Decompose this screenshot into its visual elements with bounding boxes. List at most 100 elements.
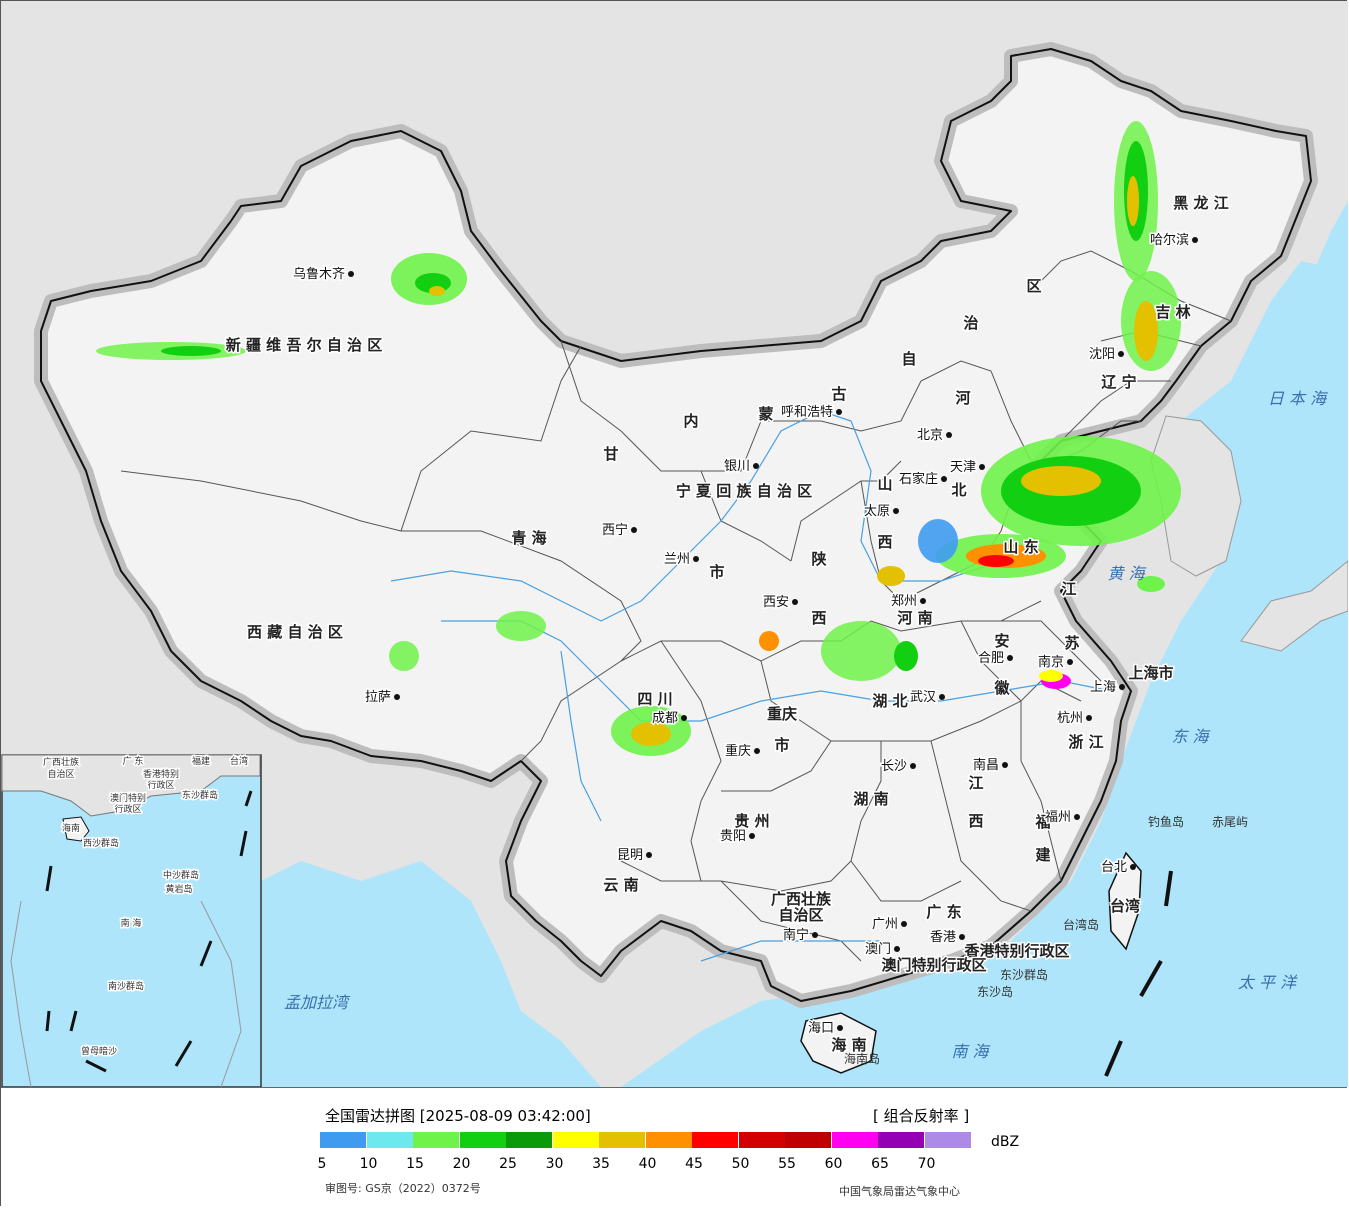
city-marker: [681, 715, 687, 721]
scale-tick-label: 5: [317, 1156, 327, 1172]
region-label: 山: [877, 475, 892, 493]
city-marker: [749, 833, 755, 839]
inset-label: 黄岩岛: [165, 883, 192, 895]
city-marker: [792, 599, 798, 605]
radar-echoes: [96, 121, 1181, 756]
island-label: 东沙岛: [977, 984, 1013, 999]
city-label: 天津: [950, 460, 976, 475]
city-marker: [1002, 762, 1008, 768]
region-label: 西: [968, 812, 983, 830]
sea-japan: [1231, 201, 1348, 521]
hainan-island: [800, 1012, 877, 1074]
city-label: 乌鲁木齐: [293, 266, 345, 282]
inset-label: 中沙群岛: [163, 869, 199, 881]
city-label: 南京: [1038, 654, 1064, 670]
region-label: 徽: [993, 679, 1010, 697]
color-swatch: [459, 1132, 506, 1148]
scale-tick-label: 35: [592, 1156, 610, 1172]
water-label: 东 海: [1171, 727, 1210, 746]
inset-label: 台湾: [230, 755, 248, 767]
color-swatch: [506, 1132, 552, 1148]
city-marker: [979, 464, 985, 470]
region-label: 安: [994, 632, 1009, 650]
region-label: 广 东: [926, 903, 961, 921]
region-label: 西: [877, 533, 892, 551]
color-swatch: [413, 1132, 459, 1148]
region-label: 内: [683, 412, 698, 430]
city-label: 上海: [1090, 680, 1116, 695]
region-label: 浙 江: [1068, 733, 1103, 751]
scale-tick-label: 20: [452, 1156, 471, 1172]
region-label: 北: [951, 481, 966, 499]
taiwan-island: [1108, 851, 1142, 951]
legend-panel: 全国雷达拼图 [2025-08-09 03:42:00] [ 组合反射率 ] d…: [1, 1087, 1347, 1207]
scale-tick-label: 10: [359, 1156, 378, 1172]
city-marker: [1119, 684, 1125, 690]
city-label: 武汉: [910, 690, 936, 705]
water-label: 南 海: [951, 1042, 990, 1061]
legend-unit: dBZ: [991, 1134, 1020, 1150]
city-label: 银川: [724, 459, 750, 474]
scale-tick-label: 50: [731, 1156, 750, 1172]
region-label: 市: [774, 736, 789, 754]
city-label: 台北: [1101, 860, 1127, 875]
city-marker: [836, 409, 842, 415]
scale-tick-label: 40: [638, 1156, 657, 1172]
color-swatch: [366, 1132, 413, 1148]
city-label: 南宁: [783, 927, 809, 943]
region-label: 古: [831, 385, 846, 403]
city-marker: [348, 271, 354, 277]
scale-tick-label: 55: [778, 1156, 796, 1172]
region-label: 蒙: [758, 405, 773, 423]
inset-label: 广西壮族: [43, 756, 79, 768]
city-marker: [946, 432, 952, 438]
color-swatch: [599, 1132, 645, 1148]
scale-tick-label: 15: [406, 1156, 424, 1172]
city-marker: [894, 946, 900, 952]
water-label: 黄 海: [1107, 564, 1146, 583]
region-label: 香港特别行政区: [964, 942, 1069, 960]
legend-title: 全国雷达拼图 [2025-08-09 03:42:00]: [325, 1107, 591, 1125]
data-source: 中国气象局雷达气象中心: [839, 1185, 960, 1198]
region-label: 重庆: [767, 705, 797, 723]
color-swatch: [645, 1132, 692, 1148]
city-label: 昆明: [617, 848, 643, 863]
region-label: 河: [955, 389, 970, 407]
color-swatch: [924, 1132, 971, 1148]
region-label: 青 海: [511, 529, 546, 547]
city-label: 兰州: [664, 552, 690, 567]
inset-label: 自治区: [47, 768, 74, 780]
city-marker: [1086, 715, 1092, 721]
color-swatch: [320, 1132, 366, 1148]
city-marker: [693, 556, 699, 562]
city-marker: [837, 1025, 843, 1031]
dash-line: [1104, 870, 1173, 1077]
city-label: 呼和浩特: [781, 405, 833, 420]
inset-label: 行政区: [114, 803, 141, 815]
city-marker: [812, 932, 818, 938]
region-label: 四 川: [637, 690, 672, 708]
city-label: 郑州: [891, 594, 917, 609]
scale-tick-label: 65: [871, 1156, 889, 1172]
region-label: 江: [968, 774, 983, 792]
region-label: 海 南: [831, 1036, 866, 1054]
region-label: 甘: [603, 445, 618, 463]
scale-tick-label: 30: [545, 1156, 564, 1172]
region-label: 西 藏 自 治 区: [247, 623, 343, 641]
city-label: 海口: [808, 1021, 834, 1036]
city-marker: [1074, 814, 1080, 820]
legend-product: [ 组合反射率 ]: [873, 1107, 970, 1125]
bay-of-bengal: [261, 861, 601, 1087]
japan-land: [1240, 560, 1348, 652]
inset-label: 曾母暗沙: [81, 1045, 117, 1057]
city-label: 广州: [872, 917, 898, 932]
region-label: 广西壮族: [771, 890, 832, 908]
region-label: 山 东: [1003, 538, 1038, 556]
city-label: 澳门: [865, 941, 891, 957]
water-label: 孟加拉湾: [284, 993, 351, 1012]
city-marker: [754, 748, 760, 754]
region-label: 宁 夏 回 族 自 治 区: [676, 482, 812, 500]
